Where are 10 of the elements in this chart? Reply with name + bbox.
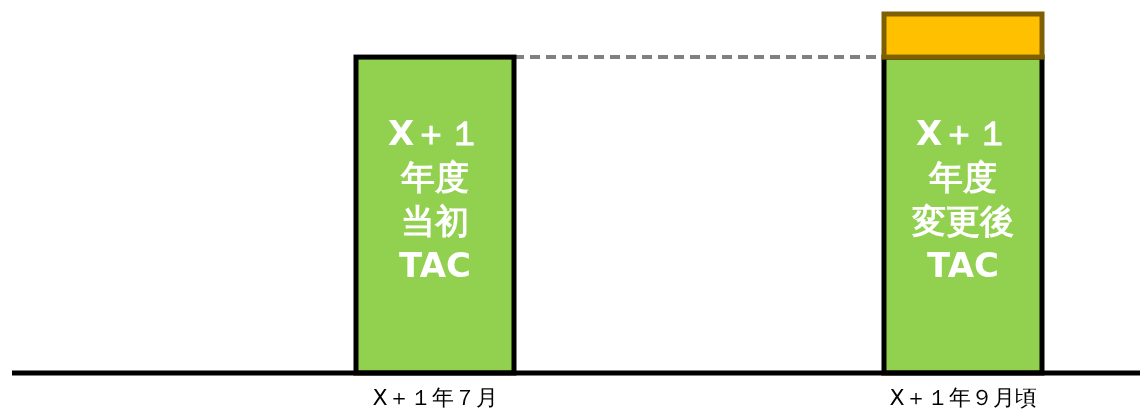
annotation: 当初 bbox=[401, 201, 469, 242]
x-tick-label: X＋１年７月 bbox=[372, 385, 498, 410]
annotation: X＋１ bbox=[915, 113, 1011, 154]
annotation: X＋１ bbox=[387, 113, 483, 154]
annotation: 変更後 bbox=[911, 201, 1014, 242]
annotation: 年度 bbox=[928, 157, 997, 198]
annotation: TAC bbox=[927, 245, 999, 286]
annotation: TAC bbox=[399, 245, 471, 286]
annotation: 年度 bbox=[400, 157, 469, 198]
x-tick-label: X＋１年９月頃 bbox=[889, 385, 1037, 410]
